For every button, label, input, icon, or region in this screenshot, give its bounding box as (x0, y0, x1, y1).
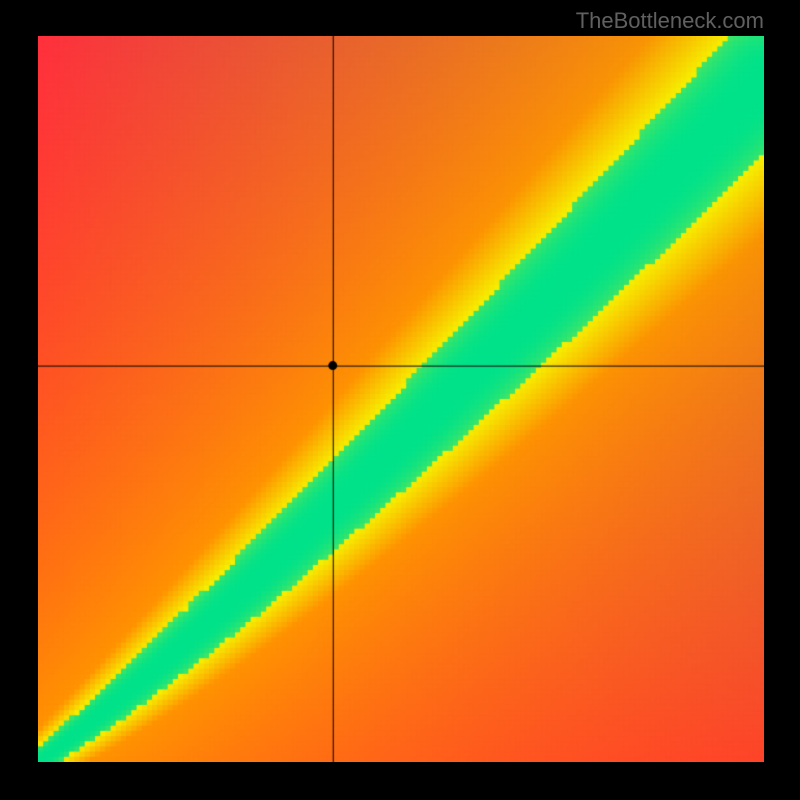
chart-container: TheBottleneck.com (0, 0, 800, 800)
watermark-text: TheBottleneck.com (576, 8, 764, 34)
bottleneck-heatmap (38, 36, 764, 762)
